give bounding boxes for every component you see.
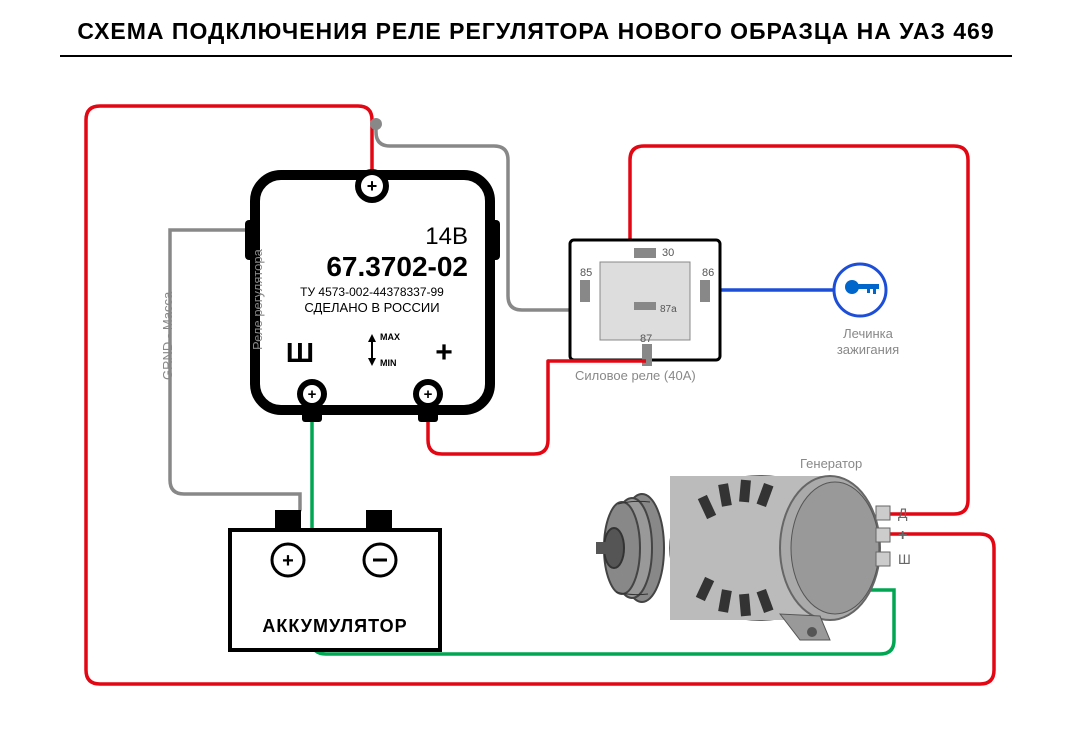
svg-text:+: + <box>308 386 317 403</box>
relay-pin86: 86 <box>702 267 714 279</box>
alt-term-plus: + <box>898 527 907 544</box>
relay-caption: Силовое реле (40A) <box>575 368 696 383</box>
ground-node <box>370 118 382 130</box>
alternator: Д + Ш <box>596 476 911 640</box>
regulator-made: СДЕЛАНО В РОССИИ <box>304 300 439 315</box>
relay-pin87: 87 <box>640 333 652 345</box>
battery-label: АККУМУЛЯТОР <box>262 616 407 636</box>
alternator-caption: Генератор <box>800 456 862 471</box>
relay-pin30: 30 <box>662 247 674 259</box>
regulator-spec: ТУ 4573-002-44378337-99 <box>300 285 444 299</box>
svg-text:+: + <box>424 386 433 403</box>
ignition-caption1: Лечинка <box>838 326 898 341</box>
ignition-key <box>834 264 886 316</box>
svg-text:+: + <box>282 550 294 572</box>
regulator-voltage: 14В <box>425 223 468 250</box>
relay-pin87a: 87a <box>660 304 677 315</box>
ground-label: GRND - Масса <box>160 292 175 380</box>
power-relay: 30 85 86 87a 87 <box>548 240 720 366</box>
alt-term-d: Д <box>898 505 908 521</box>
regulator-sh: Ш <box>286 337 314 368</box>
svg-text:+: + <box>367 176 378 196</box>
alt-term-sh: Ш <box>898 551 911 567</box>
regulator-part: 67.3702-02 <box>326 251 468 282</box>
relay-pin85: 85 <box>580 267 592 279</box>
regulator-plus: + <box>435 336 453 369</box>
regulator: + 14В 67.3702-02 ТУ 4573-002-44378337-99… <box>245 169 500 422</box>
regulator-max: MAX <box>380 332 400 342</box>
battery: + АККУМУЛЯТОР <box>230 510 440 650</box>
regulator-min: MIN <box>380 358 397 368</box>
regulator-caption: Реле регулятора <box>250 249 265 350</box>
ignition-caption2: зажигания <box>832 342 904 357</box>
